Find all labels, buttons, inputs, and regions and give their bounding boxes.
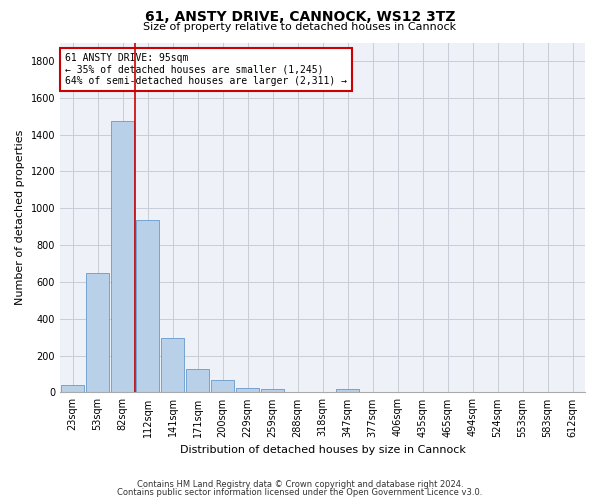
- Bar: [111, 121, 134, 392]
- Bar: [86, 272, 109, 392]
- Bar: [336, 389, 359, 392]
- Text: Size of property relative to detached houses in Cannock: Size of property relative to detached ho…: [143, 22, 457, 32]
- Bar: [186, 370, 209, 392]
- Bar: [136, 220, 159, 392]
- Text: Contains HM Land Registry data © Crown copyright and database right 2024.: Contains HM Land Registry data © Crown c…: [137, 480, 463, 489]
- Bar: [236, 388, 259, 392]
- Bar: [211, 380, 234, 392]
- Bar: [161, 338, 184, 392]
- X-axis label: Distribution of detached houses by size in Cannock: Distribution of detached houses by size …: [179, 445, 466, 455]
- Text: 61 ANSTY DRIVE: 95sqm
← 35% of detached houses are smaller (1,245)
64% of semi-d: 61 ANSTY DRIVE: 95sqm ← 35% of detached …: [65, 53, 347, 86]
- Bar: [61, 386, 84, 392]
- Text: 61, ANSTY DRIVE, CANNOCK, WS12 3TZ: 61, ANSTY DRIVE, CANNOCK, WS12 3TZ: [145, 10, 455, 24]
- Y-axis label: Number of detached properties: Number of detached properties: [15, 130, 25, 305]
- Bar: [261, 389, 284, 392]
- Text: Contains public sector information licensed under the Open Government Licence v3: Contains public sector information licen…: [118, 488, 482, 497]
